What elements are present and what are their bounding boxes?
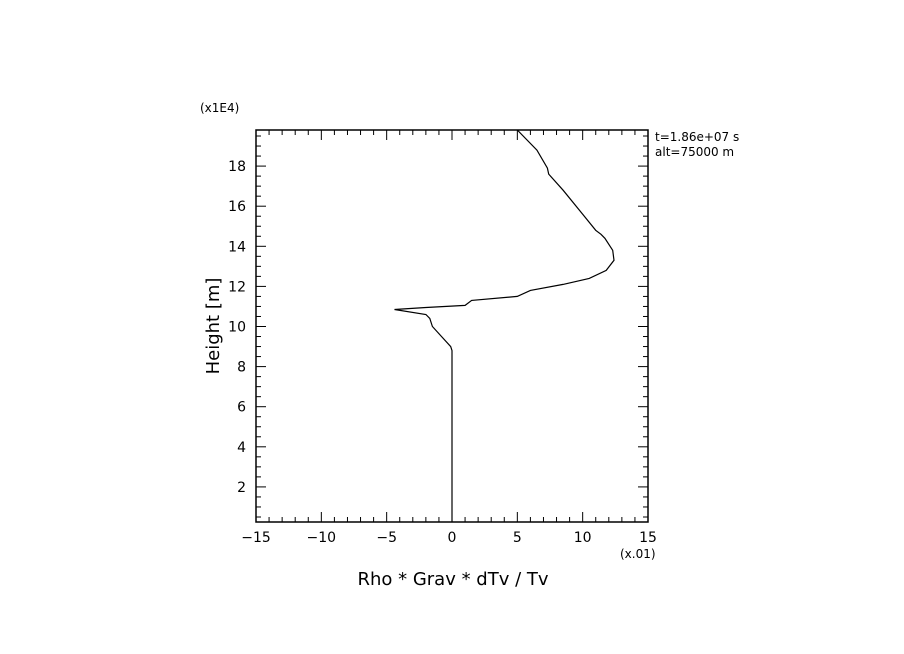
y-tick-label: 10: [228, 320, 246, 336]
y-tick-label: 4: [237, 440, 246, 456]
y-tick-label: 14: [228, 239, 246, 255]
series-line: [394, 129, 615, 522]
y-tick-label: 18: [228, 159, 246, 175]
x-tick-label: 5: [513, 530, 522, 546]
y-tick-label: 6: [237, 400, 246, 416]
annotation-altitude: alt=75000 m: [655, 145, 734, 159]
y-tick-label: 16: [228, 199, 246, 215]
annotation-time: t=1.86e+07 s: [655, 130, 739, 144]
x-tick-label: 10: [574, 530, 592, 546]
x-axis-title: Rho * Grav * dTv / Tv: [357, 569, 548, 590]
y-tick-label: 8: [237, 360, 246, 376]
y-tick-label: 2: [237, 480, 246, 496]
x-tick-label: −10: [307, 530, 337, 546]
x-tick-label: −15: [241, 530, 271, 546]
x-multiplier-label: (x.01): [620, 547, 656, 561]
x-tick-label: 15: [639, 530, 657, 546]
x-tick-label: −5: [376, 530, 397, 546]
plot-area: −15 −10 −5 0 5 10 15 2 4 6 8 10 12 14 16 18: [228, 129, 657, 546]
y-multiplier-label: (x1E4): [200, 101, 239, 115]
y-axis-title: Height [m]: [203, 278, 224, 375]
y-tick-label: 12: [228, 279, 246, 295]
x-tick-label: 0: [448, 530, 457, 546]
